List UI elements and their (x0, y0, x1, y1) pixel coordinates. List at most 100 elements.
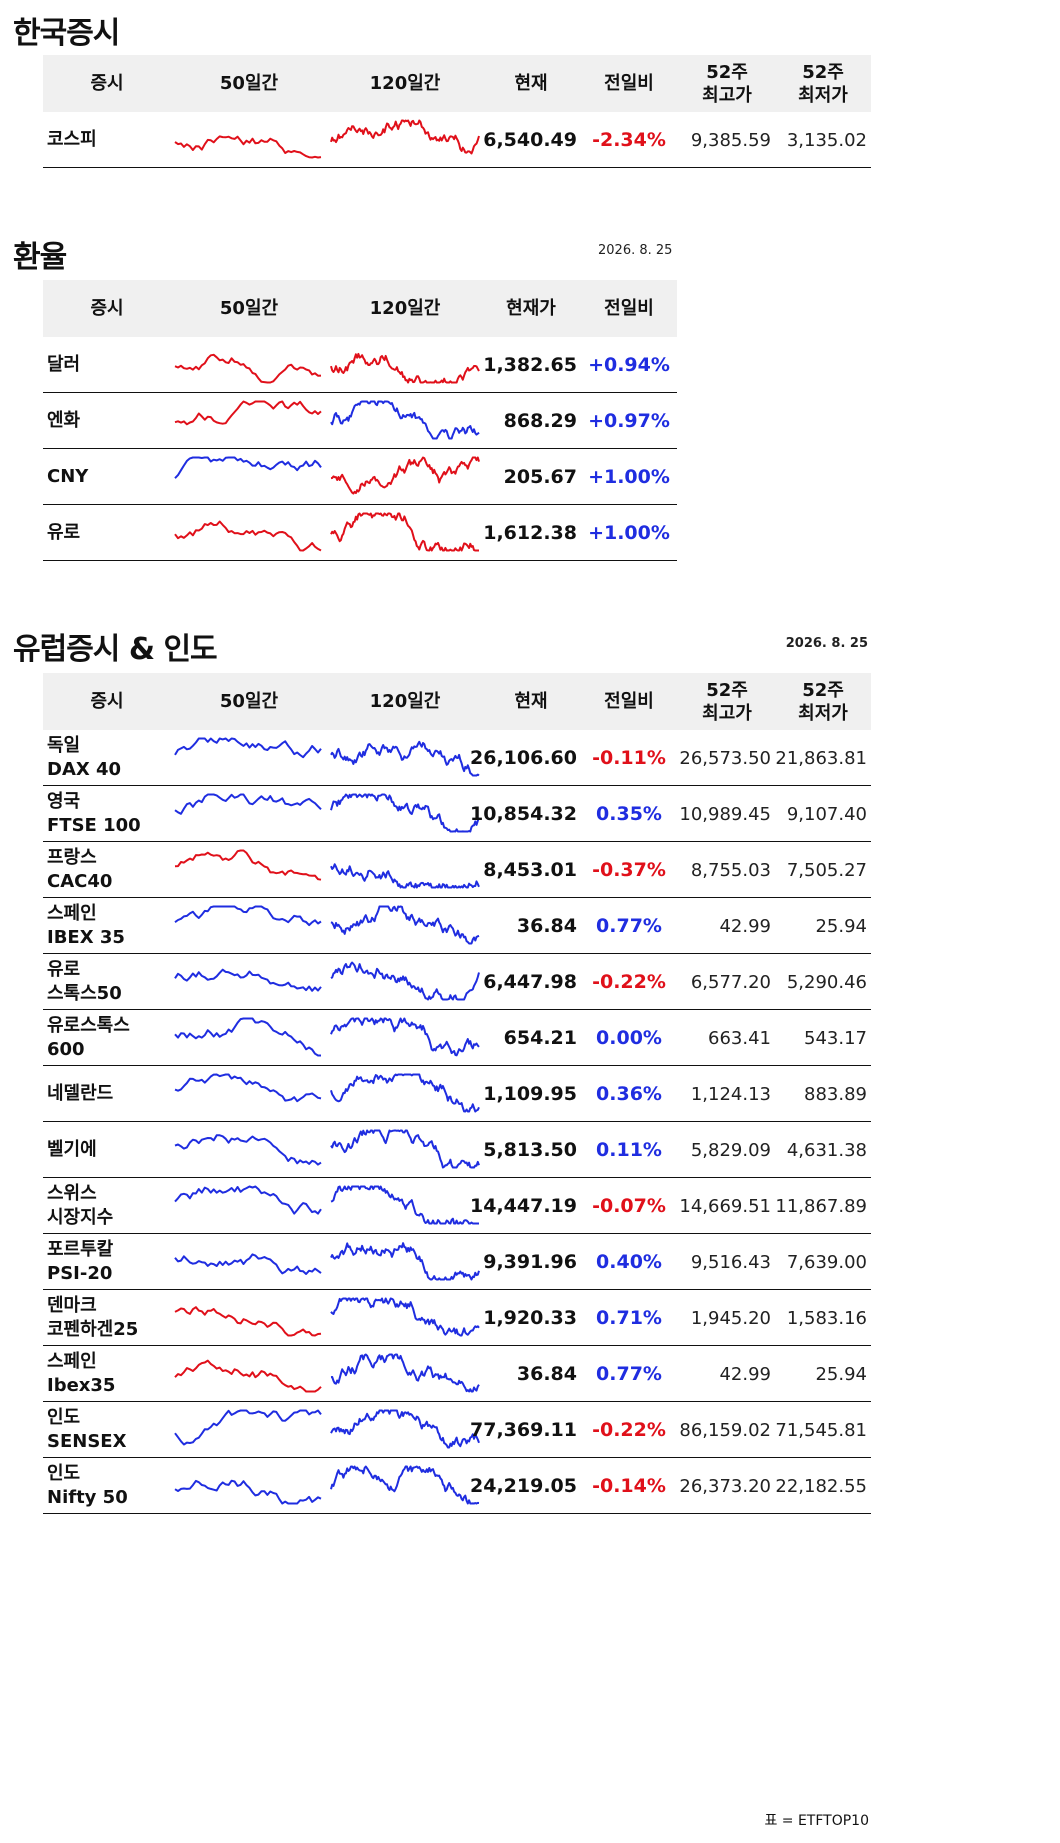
sparkline-50d (173, 844, 323, 898)
current-value: 205.67 (503, 466, 577, 488)
sparkline-50d (173, 1124, 323, 1178)
table-row: 달러 1,382.65 +0.94% (43, 337, 677, 393)
low-52w: 3,135.02 (786, 129, 867, 151)
header-cell: 120일간 (369, 73, 441, 94)
sparkline-50d (173, 1404, 323, 1458)
market-name-line2: Nifty 50 (47, 1487, 128, 1508)
table-row: 벨기에 5,813.50 0.11% 5,829.09 4,631.38 (43, 1122, 871, 1178)
sparkline-50d (173, 1236, 323, 1290)
market-name-line2: Ibex35 (47, 1375, 116, 1396)
sparkline-50d (173, 451, 323, 505)
sparkline-120d (329, 114, 481, 168)
table-row: 인도 SENSEX 77,369.11 -0.22% 86,159.02 71,545.8… (43, 1402, 871, 1458)
current-value: 14,447.19 (470, 1195, 577, 1217)
sparkline-50d (173, 339, 323, 393)
change-value: 0.00% (596, 1027, 662, 1049)
korea-section-title: 한국증시 (13, 16, 120, 51)
low-52w: 7,639.00 (786, 1251, 867, 1273)
low-52w: 883.89 (804, 1083, 867, 1105)
sparkline-120d (329, 1124, 481, 1178)
change-value: 0.40% (596, 1251, 662, 1273)
high-52w: 42.99 (719, 915, 771, 937)
market-name: 인도 SENSEX (47, 1402, 126, 1458)
table-row: CNY 205.67 +1.00% (43, 449, 677, 505)
current-value: 6,540.49 (483, 129, 577, 151)
sparkline-50d (173, 732, 323, 786)
market-name: 엔화 (47, 410, 81, 431)
header-cell: 현재가 (506, 298, 556, 319)
fx-section-title: 환율 (13, 240, 67, 275)
market-name: 유로 스톡스50 (47, 954, 122, 1010)
sparkline-120d (329, 1404, 481, 1458)
market-name: 네델란드 (47, 1066, 113, 1122)
change-value: 0.36% (596, 1083, 662, 1105)
market-name-line1: 영국 (47, 791, 81, 812)
sparkline-50d (173, 114, 323, 168)
current-value: 26,106.60 (470, 747, 577, 769)
low-52w: 22,182.55 (775, 1475, 867, 1497)
header-cell: 52주 최저가 (798, 679, 848, 724)
low-52w: 25.94 (815, 1363, 867, 1385)
high-52w: 1,945.20 (690, 1307, 771, 1329)
header-cell: 현재 (514, 691, 548, 712)
sparkline-120d (329, 844, 481, 898)
current-value: 5,813.50 (483, 1139, 577, 1161)
low-52w: 9,107.40 (786, 803, 867, 825)
current-value: 654.21 (503, 1027, 577, 1049)
low-52w: 25.94 (815, 915, 867, 937)
header-cell: 전일비 (604, 298, 654, 319)
table-row: 스페인 Ibex35 36.84 0.77% 42.99 25.94 (43, 1346, 871, 1402)
market-name-line1: 인도 (47, 1407, 81, 1428)
market-name-line1: 스페인 (47, 1351, 97, 1372)
low-52w: 71,545.81 (775, 1419, 867, 1441)
change-value: 0.77% (596, 915, 662, 937)
high-52w: 9,516.43 (690, 1251, 771, 1273)
sparkline-120d (329, 1068, 481, 1122)
current-value: 10,854.32 (470, 803, 577, 825)
market-name-line1: 프랑스 (47, 847, 97, 868)
high-52w: 10,989.45 (679, 803, 771, 825)
market-name-line2: DAX 40 (47, 759, 122, 780)
high-52w: 42.99 (719, 1363, 771, 1385)
sparkline-50d (173, 1068, 323, 1122)
sparkline-50d (173, 507, 323, 561)
table-header: 증시 50일간 120일간 현재가 전일비 (43, 280, 677, 337)
table-header: 증시 50일간 120일간 현재 전일비 52주 최고가 52주 최저가 (43, 673, 871, 730)
market-name-line2: 시장지수 (47, 1207, 114, 1228)
sparkline-120d (329, 732, 481, 786)
high-52w: 1,124.13 (690, 1083, 771, 1105)
table-header: 증시 50일간 120일간 현재 전일비 52주 최고가 52주 최저가 (43, 55, 871, 112)
market-name: 스페인 Ibex35 (47, 1346, 115, 1402)
market-name: 독일 DAX 40 (47, 730, 121, 786)
change-value: 0.77% (596, 1363, 662, 1385)
current-value: 1,612.38 (483, 522, 577, 544)
table-row: 유로스톡스 600 654.21 0.00% 663.41 543.17 (43, 1010, 871, 1066)
current-value: 1,382.65 (483, 354, 577, 376)
sparkline-50d (173, 395, 323, 449)
market-name: 코스피 (47, 129, 97, 150)
market-name-line2: 코펜하겐25 (47, 1319, 139, 1340)
current-value: 6,447.98 (483, 971, 577, 993)
header-cell: 50일간 (219, 691, 279, 712)
table-row: 코스피 6,540.49 -2.34% 9,385.59 3,135.02 (43, 112, 871, 168)
header-cell: 증시 (90, 73, 124, 94)
table-row: 네델란드 1,109.95 0.36% 1,124.13 883.89 (43, 1066, 871, 1122)
change-value: -0.07% (592, 1195, 666, 1217)
change-value: 0.71% (596, 1307, 662, 1329)
market-name-line2: FTSE 100 (47, 815, 141, 836)
market-name-line1: 독일 (47, 735, 81, 756)
sparkline-120d (329, 395, 481, 449)
sparkline-120d (329, 956, 481, 1010)
header-cell: 증시 (90, 691, 124, 712)
high-52w: 14,669.51 (679, 1195, 771, 1217)
low-52w: 4,631.38 (786, 1139, 867, 1161)
sparkline-50d (173, 900, 323, 954)
market-name-line1: 유로스톡스 (47, 1015, 130, 1036)
high-52w: 663.41 (708, 1027, 771, 1049)
europe-section-title: 유럽증시 & 인도 (13, 632, 218, 667)
high-52w: 26,373.20 (679, 1475, 771, 1497)
market-name-line1: 스페인 (47, 903, 97, 924)
high-52w: 8,755.03 (690, 859, 771, 881)
market-name: 영국 FTSE 100 (47, 786, 141, 842)
market-name: 인도 Nifty 50 (47, 1458, 128, 1514)
